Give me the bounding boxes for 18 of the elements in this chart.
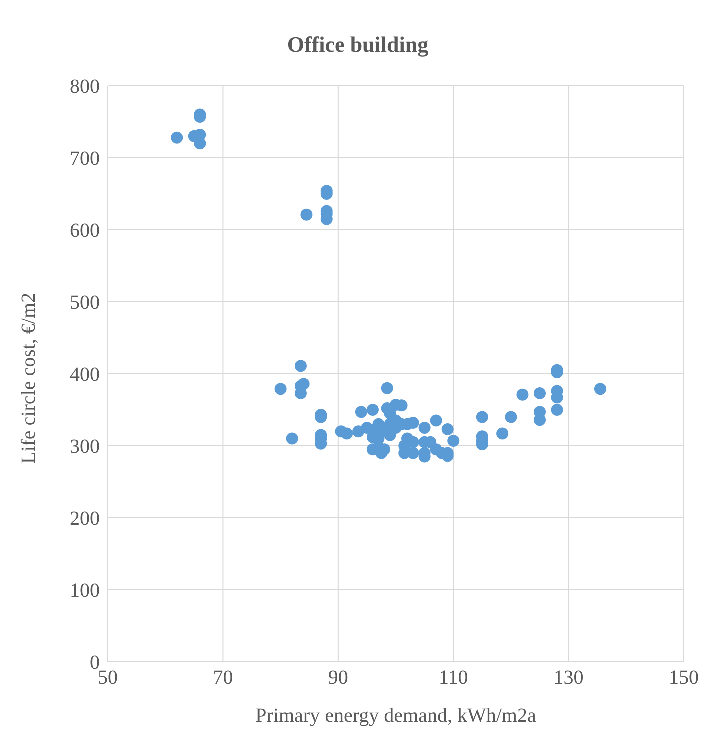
x-axis-title: Primary energy demand, kWh/m2a [256,705,536,727]
y-tick-label: 300 [70,436,100,458]
y-axis-title: Life circle cost, €/m2 [18,292,40,464]
x-tick-label: 110 [438,667,468,690]
y-tick-label: 400 [70,364,100,386]
y-tick-label: 0 [90,652,100,674]
y-tick-label: 200 [70,508,100,530]
x-tick-label: 130 [554,667,584,690]
chart-title: Office building [286,31,430,59]
y-tick-label: 500 [70,292,100,314]
y-tick-label: 600 [70,220,100,242]
x-tick-label: 150 [669,667,699,690]
x-tick-label: 50 [98,667,118,690]
y-tick-label: 800 [70,76,100,98]
y-tick-label: 100 [70,580,100,602]
y-tick-label: 700 [70,148,100,170]
x-tick-label: 90 [328,667,348,690]
x-tick-label: 70 [213,667,234,690]
